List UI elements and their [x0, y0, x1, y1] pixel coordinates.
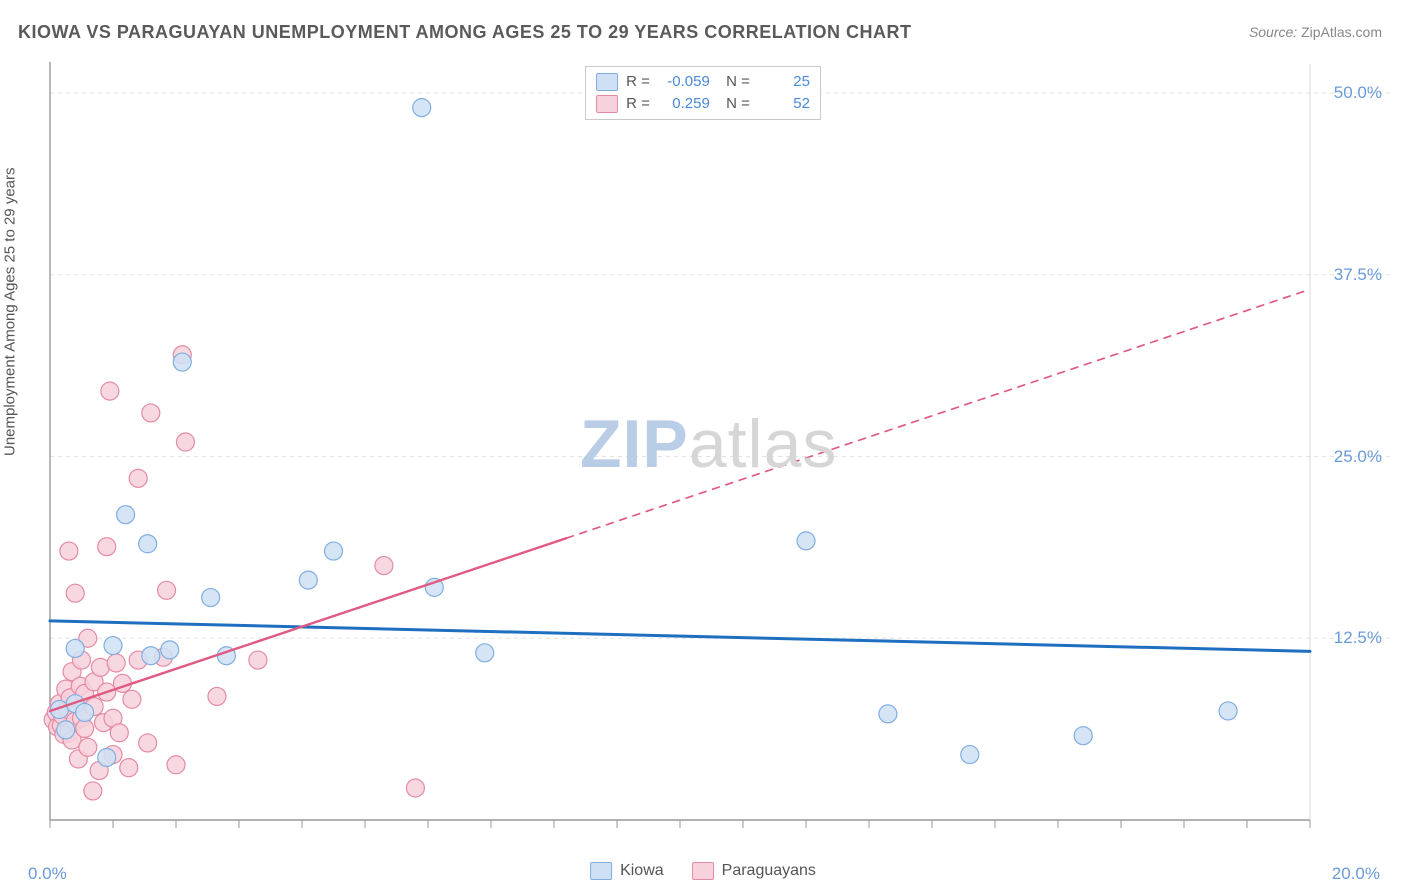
y-tick-label: 12.5%: [1334, 628, 1382, 648]
legend-swatch-0: [596, 73, 618, 91]
legend-swatch-1: [596, 95, 618, 113]
legend-item-0: Kiowa: [590, 862, 664, 880]
legend-n-eq: N =: [718, 71, 750, 93]
legend-swatch-kiowa: [590, 862, 612, 880]
legend-r-eq: R =: [626, 71, 650, 93]
chart-container: KIOWA VS PARAGUAYAN UNEMPLOYMENT AMONG A…: [0, 0, 1406, 892]
legend-stats-row-1: R = 0.259 N = 52: [596, 93, 810, 115]
legend-stats-row-0: R = -0.059 N = 25: [596, 71, 810, 93]
legend-r-value-1: 0.259: [658, 93, 710, 115]
x-tick-label-min: 0.0%: [28, 864, 67, 884]
legend-label-1: Paraguayans: [722, 862, 816, 880]
legend-n-value-0: 25: [758, 71, 810, 93]
legend-r-eq: R =: [626, 93, 650, 115]
legend-n-eq: N =: [718, 93, 750, 115]
legend-label-0: Kiowa: [620, 862, 664, 880]
legend-r-value-0: -0.059: [658, 71, 710, 93]
legend-stats: R = -0.059 N = 25 R = 0.259 N = 52: [585, 66, 821, 120]
legend-series: Kiowa Paraguayans: [590, 862, 816, 880]
scatter-plot-svg: [0, 0, 1406, 892]
y-tick-label: 37.5%: [1334, 265, 1382, 285]
y-tick-label: 25.0%: [1334, 447, 1382, 467]
x-tick-label-max: 20.0%: [1332, 864, 1380, 884]
legend-n-value-1: 52: [758, 93, 810, 115]
y-tick-label: 50.0%: [1334, 83, 1382, 103]
legend-item-1: Paraguayans: [692, 862, 816, 880]
legend-swatch-paraguayans: [692, 862, 714, 880]
